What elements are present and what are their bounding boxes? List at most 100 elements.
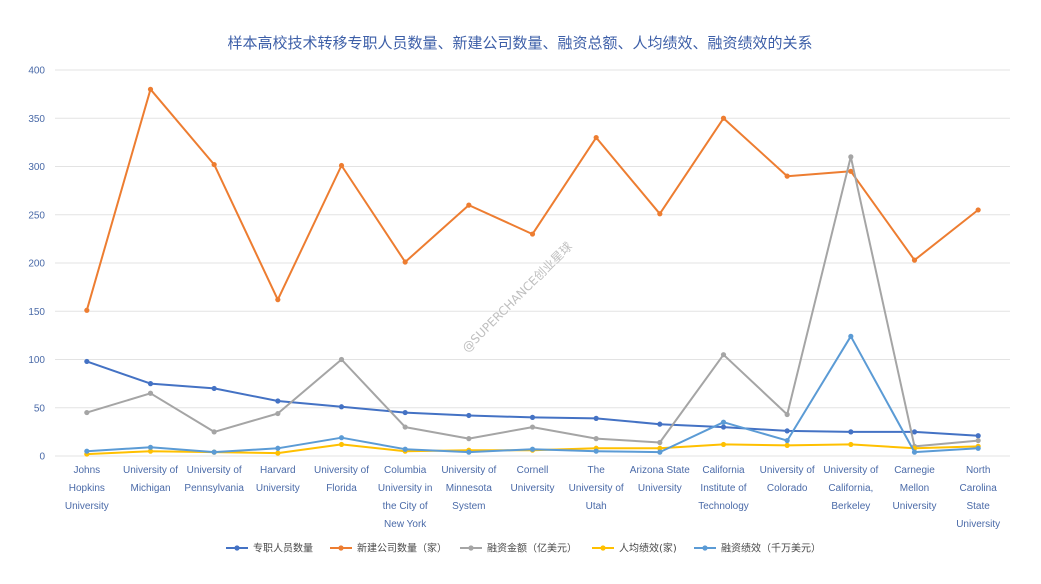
x-tick-label-line: Arizona State — [630, 465, 690, 476]
data-point — [657, 439, 663, 446]
data-point — [784, 442, 790, 448]
legend-item: 人均绩效(家) — [592, 542, 677, 555]
x-tick-label-line: Michigan — [130, 483, 170, 494]
data-point — [275, 445, 281, 451]
legend-label: 人均绩效(家) — [619, 542, 677, 555]
data-point — [466, 449, 472, 455]
data-point — [657, 445, 663, 451]
x-tick-label: University of Pennsylvania — [184, 465, 244, 494]
x-tick-label-line: University — [65, 501, 109, 512]
chart-title: 样本高校技术转移专职人员数量、新建公司数量、融资总额、人均绩效、融资绩效的关系 — [227, 34, 812, 52]
x-tick-label-line: Pennsylvania — [184, 483, 244, 494]
data-point — [147, 444, 154, 450]
data-point — [529, 446, 536, 452]
data-point — [211, 449, 217, 455]
x-tick-label-line: University in — [378, 483, 432, 494]
x-tick-label-line: Institute of — [700, 483, 746, 494]
data-point — [720, 424, 727, 430]
x-tick-label-line: Colorado — [767, 483, 808, 494]
series-line — [86, 335, 979, 454]
data-point — [848, 168, 854, 174]
data-point — [275, 410, 281, 417]
x-tick-label-line: Berkeley — [831, 501, 870, 512]
x-tick-label: University of Michigan — [123, 465, 178, 494]
data-point — [338, 162, 345, 169]
data-point — [975, 433, 981, 439]
x-tick-label-line: University — [256, 483, 300, 494]
x-tick-label: Johns Hopkins University — [65, 465, 109, 512]
series-group — [84, 154, 981, 449]
data-point — [593, 134, 599, 141]
legend-label: 融资绩效（千万美元） — [721, 542, 821, 555]
legend-item: 新建公司数量（家） — [330, 542, 447, 555]
x-tick-label: University of California, Berkeley — [823, 465, 878, 512]
data-point — [466, 436, 472, 442]
legend-label: 专职人员数量 — [253, 542, 313, 555]
data-point — [402, 259, 408, 265]
data-point — [848, 441, 854, 448]
series-group — [84, 333, 981, 455]
x-tick-label-line: Utah — [586, 501, 607, 512]
data-point — [84, 409, 90, 416]
data-point — [338, 435, 345, 441]
data-point — [657, 449, 663, 455]
data-point — [275, 450, 281, 456]
data-point — [720, 352, 727, 358]
data-point — [529, 424, 536, 430]
data-point — [84, 307, 90, 313]
x-tick-label-line: Minnesota — [446, 483, 493, 494]
legend-label: 融资金额（亿美元） — [487, 542, 577, 555]
data-point — [593, 436, 599, 442]
data-point — [911, 257, 918, 263]
x-tick-label: University of Florida — [314, 465, 369, 494]
x-tick-label-line: State — [966, 501, 990, 512]
x-tick-label-line: Carolina — [960, 483, 998, 494]
x-tick-label: Cornell University — [511, 465, 555, 494]
y-tick-label: 150 — [28, 307, 45, 318]
x-tick-label: Carnegie Mellon University — [893, 465, 937, 512]
y-tick-label: 350 — [28, 114, 45, 125]
legend-swatch-marker — [702, 545, 708, 551]
data-point — [275, 297, 281, 303]
data-point — [147, 448, 154, 454]
y-tick-label: 200 — [28, 259, 45, 270]
x-tick-label-line: University of — [569, 483, 624, 494]
data-point — [593, 448, 599, 454]
series-group — [84, 358, 981, 439]
data-point — [402, 446, 408, 452]
watermark: @SUPERCHANCE创业星球 — [459, 239, 575, 355]
x-tick-label-line: University — [511, 483, 555, 494]
legend-swatch-marker — [600, 545, 606, 551]
x-tick-label-line: Carnegie — [894, 465, 935, 476]
data-point — [402, 424, 408, 430]
data-point — [466, 202, 472, 208]
data-point — [911, 449, 918, 455]
x-tick-label-line: University of — [187, 465, 242, 476]
legend-swatch-marker — [234, 545, 240, 551]
data-point — [147, 390, 154, 396]
x-tick-label-line: Technology — [698, 501, 749, 512]
x-tick-label-line: Cornell — [517, 465, 549, 476]
y-tick-label: 400 — [28, 66, 45, 77]
x-tick-label-line: University of — [441, 465, 496, 476]
x-tick-label-line: System — [452, 501, 485, 512]
data-point — [784, 437, 790, 444]
data-point — [338, 404, 345, 410]
data-point — [848, 429, 854, 435]
x-tick-label-line: Mellon — [900, 483, 929, 494]
data-point — [211, 429, 217, 435]
x-tick-label-line: North — [966, 465, 990, 476]
data-point — [848, 154, 854, 160]
data-point — [784, 411, 790, 418]
x-tick-label: Columbia University in the City of New York — [378, 465, 432, 530]
x-tick-label: Arizona State University — [630, 465, 690, 494]
x-tick-label-line: University of — [314, 465, 369, 476]
x-tick-label-line: University — [893, 501, 937, 512]
data-point — [147, 86, 154, 92]
x-tick-label-line: University of — [123, 465, 178, 476]
data-point — [720, 419, 727, 425]
data-point — [911, 429, 918, 435]
x-tick-label: University of Colorado — [760, 465, 815, 494]
